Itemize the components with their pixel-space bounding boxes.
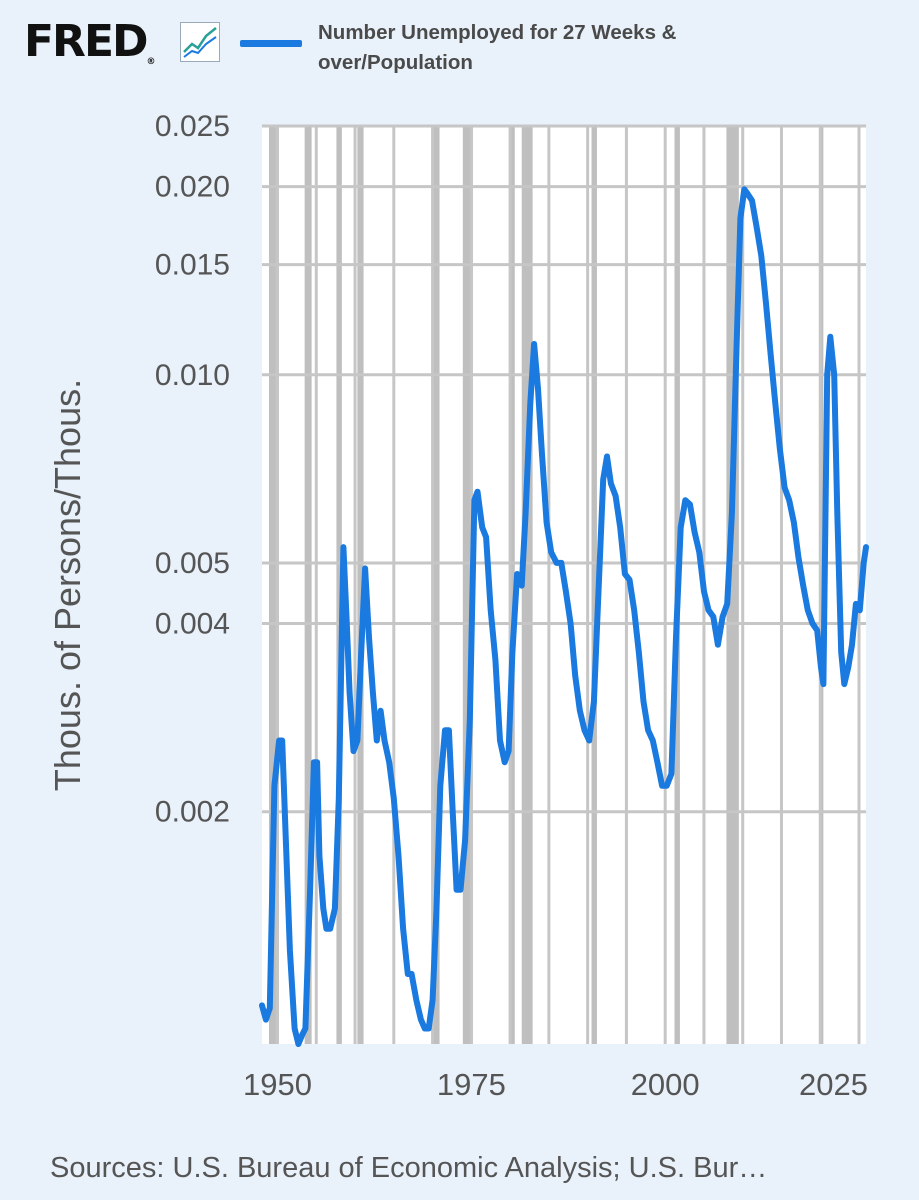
- recession-band: [431, 126, 440, 1044]
- y-tick-label: 0.005: [155, 547, 230, 580]
- x-tick-label: 1950: [243, 1067, 312, 1102]
- legend-label: Number Unemployed for 27 Weeks & over/Po…: [318, 21, 677, 74]
- legend-swatch: [240, 40, 302, 47]
- y-tick-label: 0.002: [155, 796, 230, 829]
- y-axis-label: Thous. of Persons/Thous.: [47, 379, 88, 791]
- recession-band: [510, 126, 515, 1044]
- chart-header: FRED® Number Unemployed for 27 Weeks & o…: [0, 0, 919, 90]
- footer-source: Sources: U.S. Bureau of Economic Analysi…: [50, 1152, 768, 1184]
- y-tick-label: 0.020: [155, 171, 230, 204]
- recession-band: [591, 126, 597, 1044]
- line-chart-icon: [180, 22, 220, 62]
- recession-band: [462, 126, 473, 1044]
- x-tick-label: 2000: [631, 1067, 700, 1102]
- recession-band: [357, 126, 364, 1044]
- fred-logo[interactable]: FRED®: [24, 16, 156, 67]
- registered-mark: ®: [146, 57, 156, 67]
- x-gridlines: [276, 126, 861, 1044]
- y-tick-label: 0.025: [155, 110, 230, 143]
- x-tick-label: 1975: [437, 1067, 506, 1102]
- y-tick-label: 0.004: [155, 608, 230, 641]
- recession-band: [268, 126, 276, 1044]
- y-tick-labels: 0.002 0.004 0.005 0.010 0.015 0.020 0.025: [155, 110, 230, 829]
- x-tick-label: 2025: [799, 1067, 868, 1102]
- x-tick-labels: 1950 1975 2000 2025: [243, 1067, 868, 1102]
- y-tick-label: 0.010: [155, 359, 230, 392]
- y-tick-label: 0.015: [155, 249, 230, 282]
- series-line: [259, 186, 869, 1047]
- recession-band: [521, 126, 533, 1044]
- recession-band: [304, 126, 312, 1044]
- fred-brand-text: FRED: [24, 16, 149, 67]
- recession-band: [336, 126, 342, 1044]
